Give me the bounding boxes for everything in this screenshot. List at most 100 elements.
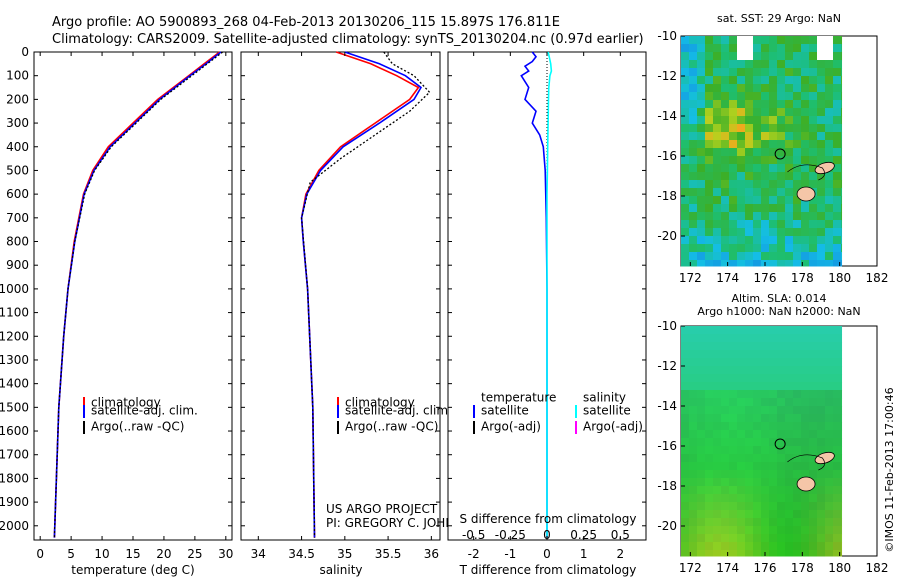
m1-cell-565 xyxy=(833,148,842,157)
m2-cell-516 xyxy=(817,510,826,519)
m1-cell-150 xyxy=(721,76,730,85)
sst-map-x-ticks: 172 174 176 178 180 182 xyxy=(679,262,888,285)
p2-xtick-label-2: 35 xyxy=(337,547,352,561)
m2-cell-404 xyxy=(785,542,794,551)
m1-cell-38 xyxy=(689,108,698,117)
m2-cell-76 xyxy=(697,470,706,479)
m2-cell-19 xyxy=(681,478,690,487)
m2-cell-313 xyxy=(761,510,770,519)
m1-cell-314 xyxy=(761,228,770,237)
m1-cell-595 xyxy=(841,156,843,165)
m2-cell-414 xyxy=(793,390,802,399)
m1-cell-560 xyxy=(833,108,842,117)
m1-cell-147 xyxy=(721,52,730,61)
m2-cell-536 xyxy=(825,438,834,447)
m2-cell-126 xyxy=(713,406,722,415)
m2-cell-433 xyxy=(793,542,802,551)
m1-cell-282 xyxy=(753,204,762,213)
m2-cell-214 xyxy=(737,414,746,423)
m1-cell-252 xyxy=(745,196,754,205)
m2-cell-5 xyxy=(681,366,690,375)
m1-cell-64 xyxy=(697,84,706,93)
m1-cell-211 xyxy=(737,100,746,109)
m1-cell-587 xyxy=(841,92,843,101)
m1-cell-139 xyxy=(713,220,722,229)
m1-cell-16 xyxy=(681,164,690,173)
m1-cell-226 xyxy=(737,220,746,229)
m1-cell-116 xyxy=(713,36,722,45)
m2-cell-99 xyxy=(705,422,714,431)
m1-cell-569 xyxy=(833,180,842,189)
m1-cell-418 xyxy=(793,132,802,141)
m1-cell-586 xyxy=(841,84,843,93)
m2-cell-181 xyxy=(729,382,738,391)
m2-cell-531 xyxy=(825,398,834,407)
m1-cell-515 xyxy=(817,212,826,221)
m1-cell-369 xyxy=(777,204,786,213)
sla-map-panel: Altim. SLA: 0.014 Argo h1000: NaN h2000:… xyxy=(657,292,888,575)
m2-cell-356 xyxy=(777,390,786,399)
m1-cell-200 xyxy=(729,244,738,253)
m2-cell-168 xyxy=(721,510,730,519)
m1-cell-377 xyxy=(785,36,794,45)
m1-cell-481 xyxy=(809,172,818,181)
m2-cell-387 xyxy=(785,406,794,415)
m1-cell-576 xyxy=(833,236,842,245)
m2-cell-12 xyxy=(681,422,690,431)
m1-cell-280 xyxy=(753,188,762,197)
m1-cell-417 xyxy=(793,124,802,133)
m2-cell-299 xyxy=(761,398,770,407)
m1-cell-6 xyxy=(681,84,690,93)
m1-cell-1 xyxy=(681,44,690,53)
m1-cell-430 xyxy=(793,228,802,237)
m1-cell-272 xyxy=(753,124,762,133)
temperature-legend-satellite: satellite-adj. clim. xyxy=(91,404,198,418)
m2-cell-133 xyxy=(713,462,722,471)
m2-cell-197 xyxy=(729,510,738,519)
m2-cell-143 xyxy=(713,542,722,551)
m1-cell-406 xyxy=(793,36,802,45)
m1-cell-599 xyxy=(841,188,843,197)
m1-cell-216 xyxy=(737,140,746,149)
m2-cell-529 xyxy=(825,382,834,391)
header-line-1: Argo profile: AO 5900893_268 04-Feb-2013… xyxy=(52,15,560,30)
p3-xtick-label-0: -2 xyxy=(468,547,480,561)
m1-cell-85 xyxy=(697,252,706,261)
m2-cell-59 xyxy=(697,334,706,343)
depth-tick-label-16: 1600 xyxy=(0,424,29,438)
m2-cell-403 xyxy=(785,534,794,543)
s-difference-label: S difference from climatology xyxy=(460,512,637,526)
m1-cell-4 xyxy=(681,68,690,77)
m2-xtick-label-5: 182 xyxy=(866,561,889,575)
m1-cell-297 xyxy=(761,92,770,101)
m1-cell-113 xyxy=(705,244,714,253)
m2-cell-240 xyxy=(745,390,754,399)
m1-cell-536 xyxy=(825,148,834,157)
m1-cell-366 xyxy=(777,180,786,189)
m1-cell-180 xyxy=(729,84,738,93)
m2-cell-100 xyxy=(705,430,714,439)
m1-cell-244 xyxy=(745,132,754,141)
m1-cell-269 xyxy=(753,100,762,109)
m2-cell-342 xyxy=(769,510,778,519)
m2-cell-9 xyxy=(681,398,690,407)
m1-cell-518 xyxy=(817,236,826,245)
m1-cell-89 xyxy=(705,52,714,61)
m1-cell-36 xyxy=(689,92,698,101)
m1-cell-521 xyxy=(817,260,826,267)
m1-cell-344 xyxy=(769,236,778,245)
m1-cell-579 xyxy=(833,260,842,267)
m1-cell-41 xyxy=(689,132,698,141)
m1-cell-156 xyxy=(721,124,730,133)
m2-cell-162 xyxy=(721,462,730,471)
m1-cell-341 xyxy=(769,212,778,221)
m1-cell-208 xyxy=(737,76,746,85)
m1-cell-607 xyxy=(841,252,843,261)
depth-tick-label-17: 1700 xyxy=(0,448,29,462)
m2-cell-220 xyxy=(737,462,746,471)
m1-cell-337 xyxy=(769,180,778,189)
m1-cell-172 xyxy=(721,252,730,261)
m1-cell-125 xyxy=(713,108,722,117)
m1-cell-421 xyxy=(793,156,802,165)
m1-cell-410 xyxy=(793,68,802,77)
